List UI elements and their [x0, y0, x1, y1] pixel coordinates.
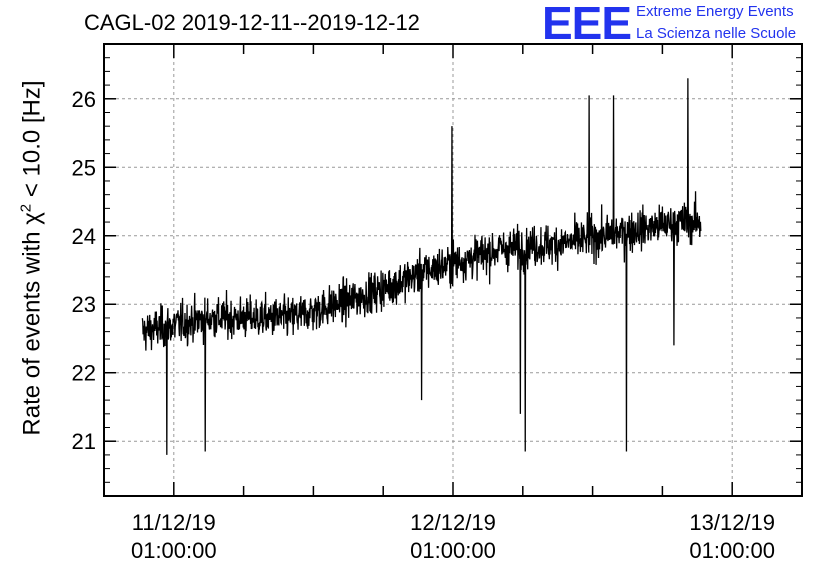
x-tick-label-date: 12/12/19	[410, 510, 496, 535]
y-tick-label: 24	[72, 224, 96, 249]
y-tick-label: 25	[72, 155, 96, 180]
y-axis-label-sup: 2	[17, 203, 35, 213]
y-axis-label-suffix: < 10.0 [Hz]	[18, 80, 46, 204]
x-tick-label-time: 01:00:00	[689, 538, 775, 563]
series-layer	[141, 78, 702, 455]
y-tick-label: 22	[72, 361, 96, 386]
logo-line-2: La Scienza nelle Scuole	[636, 25, 797, 42]
x-tick-label-date: 13/12/19	[689, 510, 775, 535]
y-tick-label: 23	[72, 292, 96, 317]
chart-title: CAGL-02 2019-12-11--2019-12-12	[84, 10, 420, 35]
x-tick-label-time: 01:00:00	[410, 538, 496, 563]
y-axis-label: Rate of events with χ2 < 10.0 [Hz]	[18, 80, 47, 435]
x-tick-label-date: 11/12/19	[132, 510, 216, 535]
series-line	[141, 78, 702, 455]
tick-marks	[103, 43, 803, 497]
tick-labels: 21 22 23 24 25 26 11/12/19 01:00:00 12/12/19 01:0…	[72, 87, 776, 563]
eee-logo: EEE	[542, 0, 632, 49]
x-tick-label-time: 01:00:00	[131, 538, 217, 563]
y-tick-label: 21	[72, 429, 96, 454]
logo-line-1: Extreme Energy Events	[636, 3, 794, 20]
y-axis-label-prefix: Rate of events with χ	[18, 212, 46, 436]
grid-lines	[104, 44, 802, 496]
y-tick-label: 26	[72, 87, 96, 112]
